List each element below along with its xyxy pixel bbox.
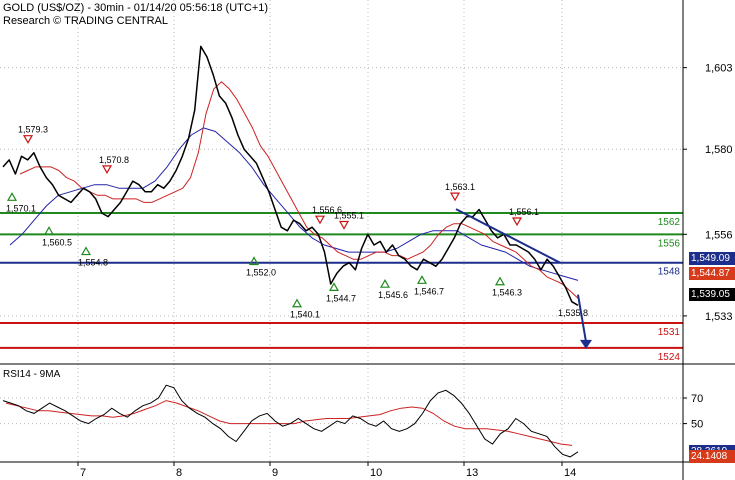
price-annotation-label: 1,545.6	[378, 290, 408, 300]
buy-signal-marker	[80, 246, 92, 256]
price-annotation-label: 1,535.8	[558, 308, 588, 318]
downtrend-line	[455, 208, 561, 264]
price-annotation-label: 1,554.8	[78, 258, 108, 268]
price-annotation-label: 1,560.5	[42, 237, 72, 247]
price-tag-last: 1,539.05	[689, 287, 735, 301]
buy-signal-marker	[6, 192, 18, 201]
x-tick-label: 14	[564, 467, 576, 479]
x-tick-label: 7	[80, 467, 86, 479]
price-annotation-label: 1,570.1	[6, 203, 36, 213]
rsi-tick-label: 50	[691, 419, 703, 431]
y-tick-label: 1,556	[705, 229, 733, 241]
x-tick-label: 10	[370, 467, 382, 479]
price-annotation-label: 1,556.1	[509, 207, 539, 217]
price-annotation-label: 1,570.8	[99, 155, 129, 165]
level-label-1548: 1548	[658, 267, 681, 278]
sell-signal-marker	[101, 165, 113, 175]
price-tag-1549: 1,549.09	[689, 252, 735, 266]
sell-signal-marker	[449, 192, 461, 202]
level-label-1562: 1562	[658, 217, 681, 228]
level-label-1556: 1556	[658, 238, 681, 249]
rsi-panel-title: RSI14 - 9MA	[3, 369, 61, 380]
target-arrow-head	[580, 339, 592, 349]
buy-signal-marker	[248, 256, 260, 266]
price-annotation-label: 1,555.1	[334, 211, 364, 221]
y-tick-label: 1,580	[705, 144, 733, 156]
buy-signal-marker	[494, 276, 506, 286]
rsi-ma-line	[5, 400, 573, 446]
level-label-1531: 1531	[658, 327, 681, 338]
price-annotation-label: 1,544.7	[326, 293, 356, 303]
level-label-1524: 1524	[658, 352, 681, 363]
buy-signal-marker	[328, 282, 340, 292]
buy-signal-marker	[379, 279, 391, 288]
x-tick-label: 8	[176, 467, 182, 479]
x-tick-label: 9	[272, 467, 278, 479]
rsi-tick-label: 70	[691, 393, 703, 405]
price-annotation-label: 1,579.3	[18, 125, 48, 135]
sell-signal-marker	[314, 215, 326, 225]
rsi-line	[2, 384, 579, 458]
sell-signal-marker	[22, 135, 34, 144]
chart-subtitle: Research © TRADING CENTRAL	[3, 15, 168, 27]
price-annotation-label: 1,546.3	[492, 288, 522, 298]
price-annotation-label: 1,546.7	[414, 286, 444, 296]
target-arrow-shaft	[577, 294, 587, 342]
price-annotation-label: 1,556.6	[312, 205, 342, 215]
price-tag-1544: 1,544.87	[689, 267, 735, 281]
y-tick-label: 1,603	[705, 63, 733, 75]
rsi-tag-ma: 24.1408	[689, 450, 735, 464]
price-annotation-label: 1,540.1	[290, 310, 320, 320]
chart-title: GOLD (US$/OZ) - 30min - 01/14/20 05:56:1…	[3, 2, 269, 14]
buy-signal-marker	[43, 226, 55, 235]
price-annotation-label: 1,552.0	[246, 268, 276, 278]
price-annotation-label: 1,563.1	[445, 182, 475, 192]
sell-signal-marker	[338, 220, 350, 230]
price-line	[2, 45, 579, 306]
x-tick-label: 13	[466, 467, 478, 479]
y-tick-label: 1,533	[705, 311, 733, 323]
fast-moving-average-line	[19, 81, 579, 299]
sell-signal-marker	[511, 217, 523, 227]
buy-signal-marker	[416, 275, 428, 284]
buy-signal-marker	[291, 298, 303, 308]
